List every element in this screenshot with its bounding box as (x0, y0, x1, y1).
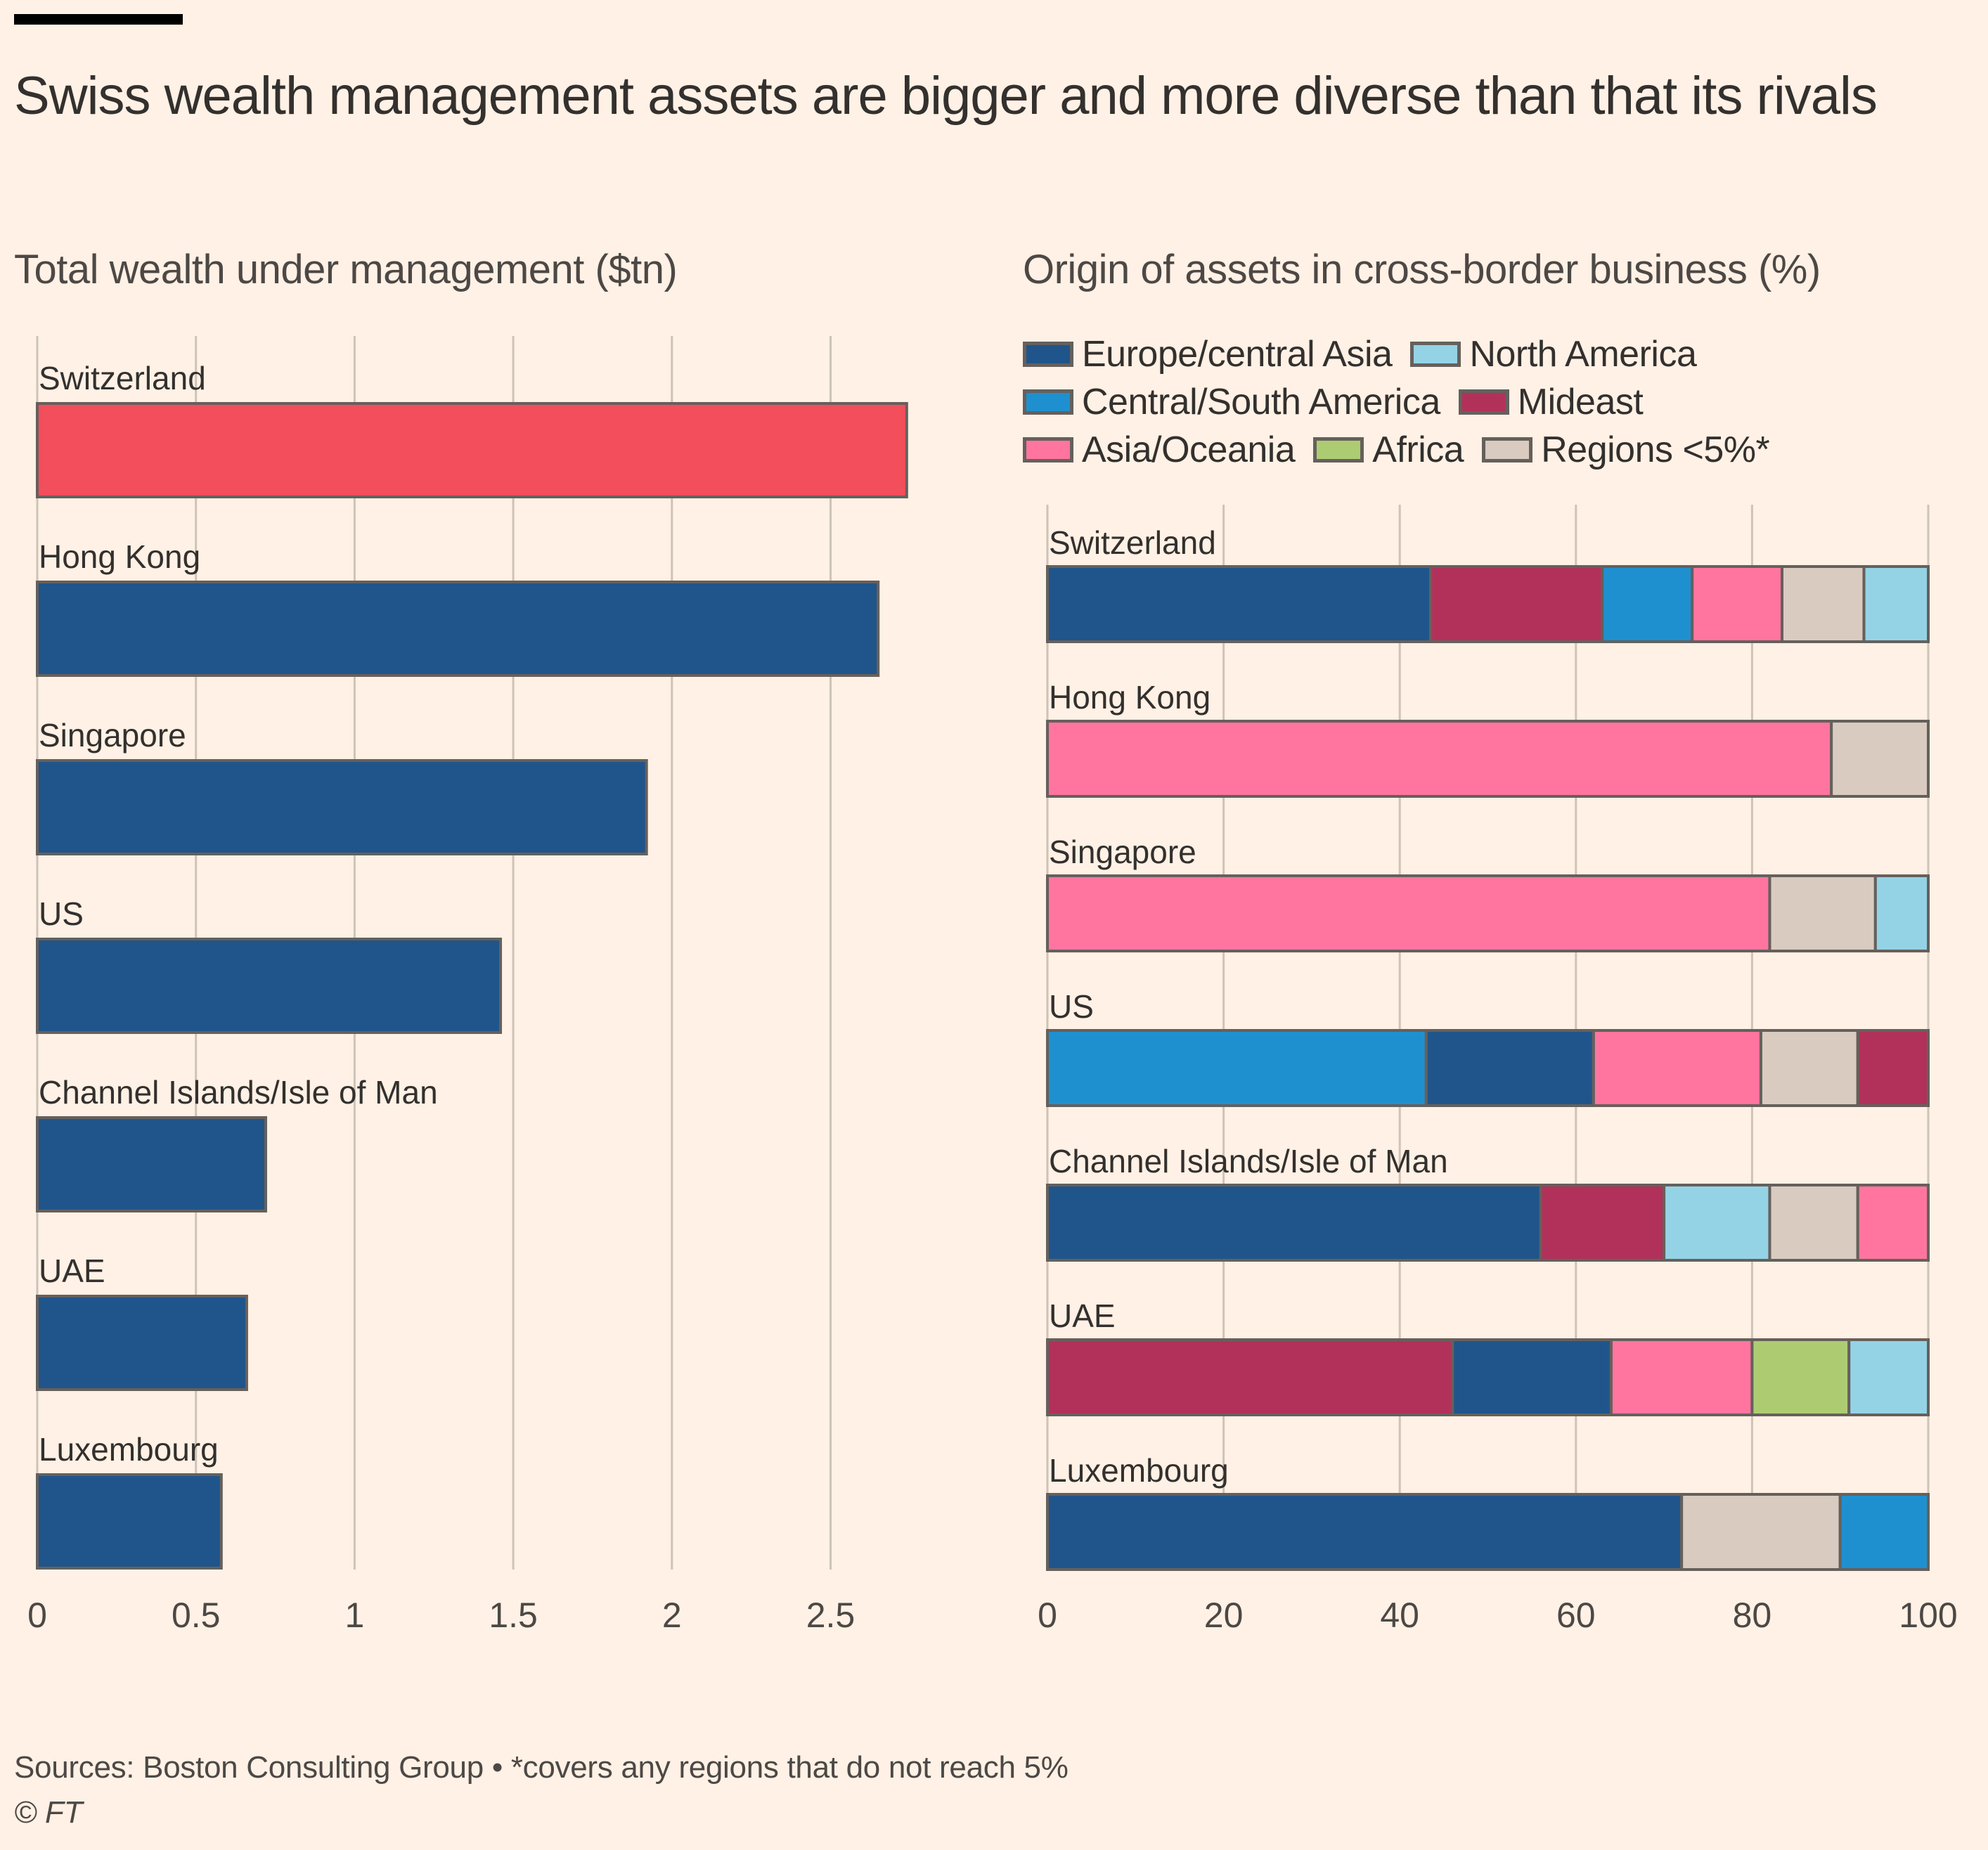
legend-label: Mideast (1517, 382, 1644, 422)
x-tick-label: 40 (1380, 1596, 1419, 1635)
legend-swatch (1313, 437, 1364, 462)
bar-label: Singapore (39, 717, 186, 753)
bar-segment-asia (1856, 1184, 1930, 1262)
bar-segment-north-america (1873, 874, 1930, 952)
bar (36, 1473, 223, 1570)
bar-segment-cs-america (1601, 565, 1694, 643)
legend-item-europe: Europe/central Asia (1023, 333, 1393, 375)
bar-segment-asia (1046, 720, 1833, 798)
legend-swatch (1482, 437, 1533, 462)
bar-label: Singapore (1049, 834, 1196, 870)
x-tick-label: 1 (344, 1596, 364, 1635)
x-tick-label: 2 (662, 1596, 682, 1635)
bar-segment-asia (1046, 874, 1771, 952)
legend-swatch (1023, 342, 1073, 367)
bar-segment-europe (1046, 1493, 1684, 1571)
bar (36, 402, 908, 498)
legend-item-mideast: Mideast (1458, 381, 1644, 423)
bar-segment-cs-america (1838, 1493, 1930, 1571)
bar-segment-asia (1609, 1338, 1754, 1416)
bar-label: Channel Islands/Isle of Man (39, 1074, 438, 1111)
bar-segment-north-america (1663, 1184, 1771, 1262)
bar-segment-north-america (1847, 1338, 1930, 1416)
bar-segment-regions (1768, 874, 1877, 952)
bar (36, 938, 503, 1034)
bar-segment-asia (1592, 1029, 1762, 1107)
bar-label: US (39, 895, 84, 932)
bar-segment-regions (1830, 720, 1930, 798)
x-tick-label: 100 (1899, 1596, 1957, 1635)
bar-segment-regions (1759, 1029, 1859, 1107)
x-tick-label: 60 (1556, 1596, 1596, 1635)
x-tick-label: 80 (1733, 1596, 1772, 1635)
bar (36, 759, 648, 855)
legend-item-asia: Asia/Oceania (1023, 429, 1296, 471)
copyright: © FT (14, 1795, 83, 1830)
bar-segment-europe (1424, 1029, 1595, 1107)
x-tick-label: 0 (27, 1596, 47, 1635)
legend-label: Europe/central Asia (1082, 334, 1393, 375)
left-chart-subtitle: Total wealth under management ($tn) (14, 247, 678, 292)
bar (36, 581, 880, 677)
chart-title: Swiss wealth management assets are bigge… (14, 66, 1878, 126)
legend-label: Asia/Oceania (1082, 429, 1296, 470)
bar-segment-europe (1046, 565, 1433, 643)
bar-segment-cs-america (1046, 1029, 1428, 1107)
legend-label: Africa (1372, 429, 1464, 470)
bar-label: Hong Kong (1049, 679, 1211, 716)
bar-segment-mideast (1046, 1338, 1454, 1416)
legend-swatch (1410, 342, 1461, 367)
legend-label: Central/South America (1082, 382, 1440, 422)
source-note: Sources: Boston Consulting Group • *cove… (14, 1750, 1069, 1785)
ft-brand-bar (14, 14, 183, 25)
bar-label: UAE (39, 1253, 105, 1289)
bar-label: Switzerland (1049, 524, 1216, 561)
bar-label: Luxembourg (39, 1431, 219, 1468)
legend-swatch (1023, 437, 1073, 462)
legend-label: Regions <5%* (1541, 429, 1770, 470)
bar (36, 1295, 248, 1391)
bar-segment-regions (1781, 565, 1866, 643)
bar-label: Channel Islands/Isle of Man (1049, 1143, 1448, 1179)
legend-label: North America (1469, 334, 1697, 375)
legend-swatch (1023, 389, 1073, 415)
bar-segment-mideast (1539, 1184, 1666, 1262)
bar-label: Hong Kong (39, 538, 200, 575)
bar-segment-regions (1768, 1184, 1859, 1262)
x-tick-label: 1.5 (489, 1596, 538, 1635)
bar-label: US (1049, 988, 1094, 1025)
x-tick-label: 20 (1204, 1596, 1244, 1635)
bar-segment-europe (1451, 1338, 1613, 1416)
bar-segment-asia (1691, 565, 1784, 643)
right-chart-subtitle: Origin of assets in cross-border busines… (1023, 247, 1821, 292)
bar-segment-regions (1680, 1493, 1842, 1571)
bar-segment-north-america (1862, 565, 1930, 643)
legend-item-north-america: North America (1410, 333, 1697, 375)
bar-label: UAE (1049, 1298, 1116, 1334)
legend-item-cs-america: Central/South America (1023, 381, 1440, 423)
bar-segment-mideast (1856, 1029, 1930, 1107)
x-tick-label: 0 (1038, 1596, 1057, 1635)
bar-segment-mideast (1429, 565, 1604, 643)
legend: Europe/central Asia North America Centra… (1023, 330, 1937, 474)
bar (36, 1116, 268, 1212)
bar-segment-africa (1750, 1338, 1851, 1416)
legend-item-africa: Africa (1313, 429, 1464, 471)
x-tick-label: 2.5 (806, 1596, 856, 1635)
x-tick-label: 0.5 (172, 1596, 221, 1635)
legend-swatch (1458, 389, 1509, 415)
bar-label: Switzerland (39, 360, 206, 396)
legend-item-regions: Regions <5%* (1482, 429, 1770, 471)
bar-segment-europe (1046, 1184, 1542, 1262)
bar-label: Luxembourg (1049, 1452, 1229, 1489)
